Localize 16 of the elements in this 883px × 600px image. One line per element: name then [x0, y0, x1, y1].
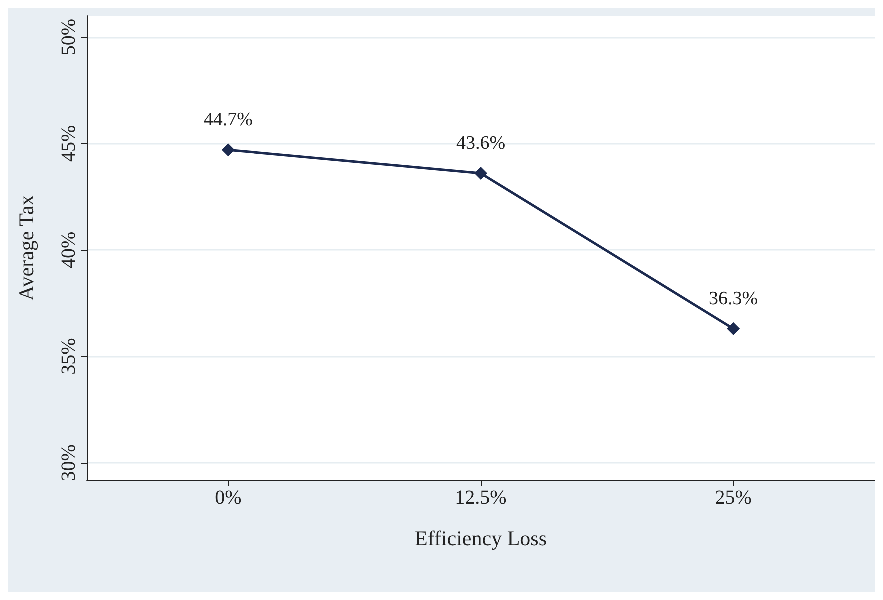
data-label: 36.3%	[709, 288, 758, 310]
y-tick-label: 50%	[58, 18, 80, 56]
point	[727, 322, 740, 336]
data-label: 43.6%	[456, 133, 506, 154]
x-tick-label: 12.5%	[455, 487, 507, 509]
y-tick-label: 45%	[58, 125, 80, 162]
y-tick-label: 30%	[58, 444, 80, 482]
y-tick-label: 40%	[58, 232, 80, 268]
x-axis-title: Efficiency Loss	[415, 526, 547, 550]
point	[222, 144, 235, 157]
x-tick-label: 0%	[215, 487, 242, 509]
x-tick-label: 25%	[715, 487, 752, 509]
data-label: 44.7%	[204, 110, 254, 131]
point	[474, 167, 488, 180]
y-axis-title: Average Tax	[14, 194, 38, 301]
y-tick-label: 35%	[58, 338, 80, 375]
